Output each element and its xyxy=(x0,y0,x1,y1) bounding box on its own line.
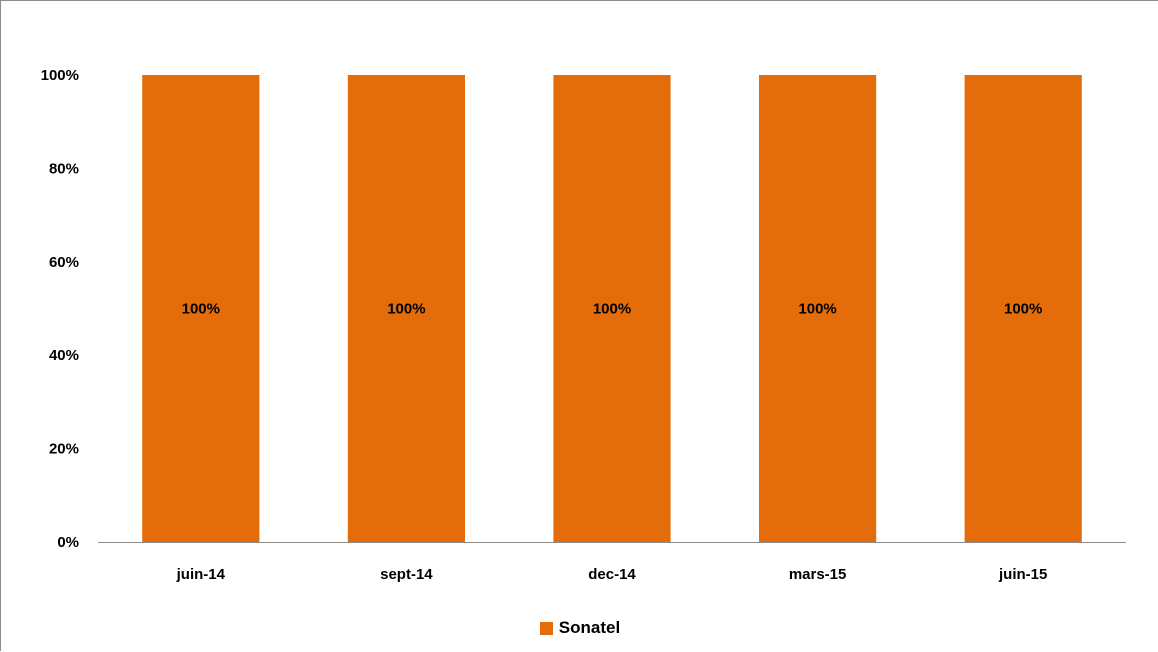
y-tick-label: 100% xyxy=(41,67,79,84)
bar-juin-14 xyxy=(142,75,260,542)
x-tick-label: juin-15 xyxy=(998,566,1047,583)
legend: Sonatel xyxy=(1,617,1158,639)
x-tick-label: juin-14 xyxy=(176,566,226,583)
data-label: 100% xyxy=(182,301,220,318)
y-tick-label: 60% xyxy=(49,254,79,271)
data-label: 100% xyxy=(798,301,836,318)
bar-mars-15 xyxy=(759,75,877,542)
bar-sept-14 xyxy=(347,75,465,542)
data-label: 100% xyxy=(593,301,631,318)
legend-label-sonatel: Sonatel xyxy=(558,618,621,637)
x-tick-label: sept-14 xyxy=(380,566,433,583)
y-tick-label: 80% xyxy=(49,160,79,177)
data-label: 100% xyxy=(387,301,425,318)
y-tick-label: 20% xyxy=(49,441,79,458)
data-label: 100% xyxy=(1004,301,1042,318)
y-tick-label: 0% xyxy=(57,534,79,551)
x-tick-label: mars-15 xyxy=(789,566,847,583)
bar-dec-14 xyxy=(553,75,671,542)
bar-juin-15 xyxy=(964,75,1082,542)
y-tick-label: 40% xyxy=(49,347,79,364)
legend-swatch-sonatel xyxy=(539,621,553,635)
x-tick-label: dec-14 xyxy=(588,566,636,583)
